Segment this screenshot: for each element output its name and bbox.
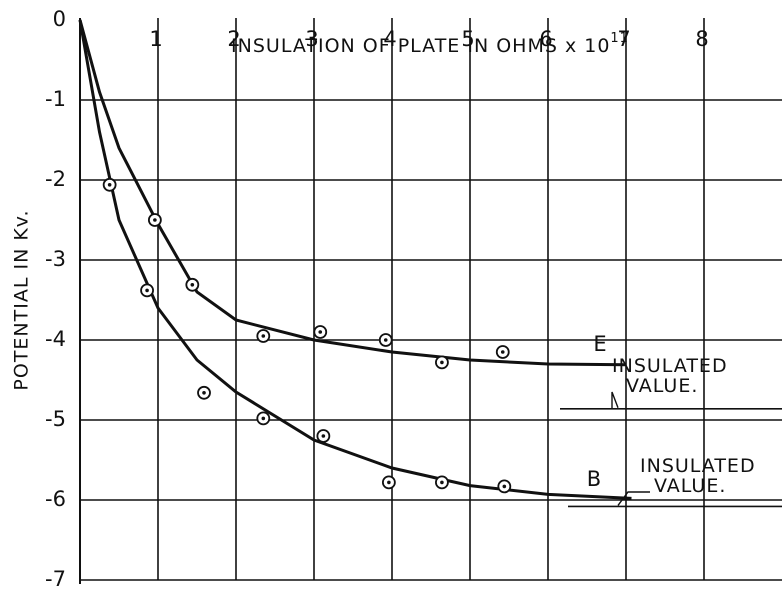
point-dot: [321, 434, 326, 438]
y-tick-label: -2: [45, 167, 66, 191]
x-tick-label: 3: [305, 27, 318, 51]
y-tick-label: -6: [45, 487, 66, 511]
y-axis-label: POTENTIAL IN Kv.: [11, 209, 33, 390]
x-axis-label-exponent: 11: [610, 31, 629, 46]
point-dot: [190, 283, 195, 287]
point-dot: [145, 288, 149, 293]
insulated-label-word: INSULATED: [612, 355, 728, 377]
point-dot: [500, 350, 505, 354]
y-tick-label: 0: [53, 7, 66, 31]
data-point: [435, 475, 449, 490]
data-point: [197, 385, 211, 400]
point-dot: [318, 330, 323, 334]
data-point: [256, 411, 271, 426]
data-point: [147, 213, 162, 227]
y-tick-label: -3: [45, 247, 66, 271]
x-tick-label: 4: [383, 27, 396, 51]
data-point: [140, 283, 154, 298]
point-dot: [261, 334, 266, 338]
insulated-leader: [617, 491, 650, 506]
data-point: [435, 355, 449, 370]
insulated-label-word: INSULATED: [640, 455, 756, 477]
x-tick-label: 7: [617, 27, 630, 51]
series-label: E: [593, 332, 606, 356]
data-point: [102, 177, 117, 192]
point-dot: [440, 480, 444, 485]
point-dot: [383, 338, 388, 342]
data-point: [316, 429, 331, 443]
y-tick-label: -1: [45, 87, 66, 111]
data-point: [497, 479, 512, 494]
fit-curve: [78, 19, 627, 367]
data-point: [381, 475, 396, 490]
x-tick-label: 1: [149, 27, 162, 51]
x-tick-label: 6: [539, 27, 552, 51]
point-dot: [107, 183, 112, 187]
point-dot: [261, 416, 266, 421]
point-dot: [153, 218, 157, 222]
x-tick-label: 8: [695, 27, 708, 51]
y-tick-label: -4: [45, 327, 66, 351]
point-dot: [440, 360, 444, 365]
data-point: [256, 329, 271, 343]
insulated-label-word: VALUE.: [626, 375, 698, 397]
point-dot: [202, 391, 206, 395]
data-point: [495, 345, 510, 359]
x-axis-label-main: INSULATION OF PLATE IN OHMS x 10: [231, 35, 610, 57]
x-tick-label: 2: [227, 27, 240, 51]
y-tick-label: -5: [45, 407, 66, 431]
insulated-label: INSULATED VALUE.: [612, 355, 728, 397]
data-point: [378, 333, 393, 347]
x-tick-label: 5: [461, 27, 474, 51]
y-tick-label: -7: [45, 567, 66, 591]
insulated-label-word: VALUE.: [654, 475, 726, 497]
insulated-label: INSULATED VALUE.: [640, 455, 756, 497]
data-point: [313, 325, 328, 339]
x-axis-label: INSULATION OF PLATE IN OHMS x 1011: [231, 31, 629, 57]
point-dot: [387, 480, 391, 485]
series-label: B: [587, 467, 601, 491]
data-point: [185, 277, 200, 292]
point-dot: [502, 484, 507, 489]
insulated-leader: [611, 391, 619, 409]
